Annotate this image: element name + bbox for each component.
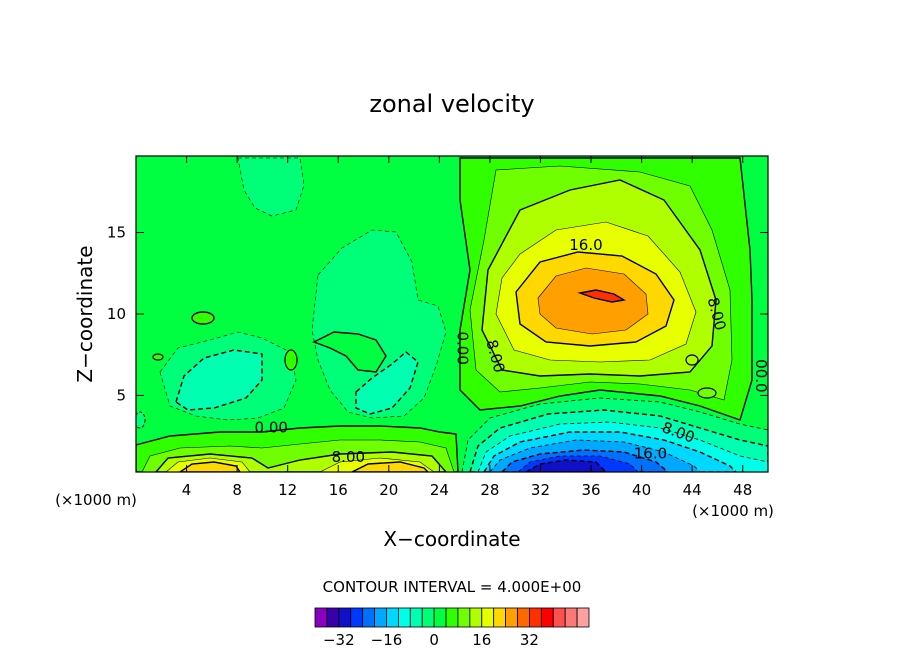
x-unit-label-left: (×1000 m) [55,491,137,509]
colorbar-swatch [374,607,387,628]
contour-blob-3 [284,349,298,371]
colorbar-swatch [362,607,375,628]
x-tick-label: 12 [278,481,297,499]
x-tick-label: 4 [182,481,192,499]
colorbar-swatch [517,607,530,628]
colorbar-swatch [457,607,471,628]
colorbar: −32 −16 0 16 32 [314,607,590,649]
y-axis: 5 10 15 [107,224,768,404]
colorbar-swatch [481,607,495,628]
x-tick-label: 24 [430,481,449,499]
region-surface-pos-5 [178,461,429,472]
contour-label: 0.00 [255,419,288,437]
colorbar-swatch [445,607,459,628]
x-tick-label: 40 [632,481,651,499]
region-neg-mid-core [355,351,419,415]
x-tick-label: 48 [733,481,752,499]
y-tick-label: 15 [107,224,126,242]
contour-label: 0.00 [454,332,472,365]
colorbar-swatch [397,607,411,628]
y-tick-label: 5 [116,386,126,404]
y-axis-label: Z−coordinate [73,245,97,382]
x-tick-label: 36 [581,481,600,499]
colorbar-swatch [421,607,435,628]
colorbar-swatch [576,607,590,628]
colorbar-swatch [529,607,542,628]
contour-label: 16.0 [569,236,602,254]
contour-blob-6 [136,411,146,429]
colorbar-tick-label: 0 [429,631,439,649]
region-jet-neg-core [524,459,607,472]
colorbar-swatch [314,607,328,628]
x-axis-label: X−coordinate [383,527,520,551]
y-tick-label: 10 [107,305,126,323]
colorbar-swatch [338,607,352,628]
contour-label: 00.0 [752,359,770,392]
contour-label: 8.00 [332,448,365,466]
region-jet-pos-6 [537,267,649,335]
colorbar-swatch [540,607,554,628]
contour-blob-4 [685,354,699,366]
colorbar-swatch [505,607,518,628]
colorbar-tick-label: 32 [520,631,539,649]
x-axis: 4 8 12 16 20 24 28 32 36 40 44 48 [182,156,752,499]
contour-blob-1 [191,311,215,325]
colorbar-swatch [493,607,507,628]
x-tick-label: 20 [379,481,398,499]
contour-interval-label: CONTOUR INTERVAL = 4.000E+00 [323,578,582,596]
x-tick-label: 44 [683,481,702,499]
x-tick-label: 16 [329,481,348,499]
region-small-loop [312,331,387,373]
chart-title: zonal velocity [369,90,534,118]
colorbar-swatch [564,607,578,628]
x-unit-label-right: (×1000 m) [692,502,774,520]
colorbar-tick-label: −32 [323,631,355,649]
x-tick-label: 8 [232,481,242,499]
contour-blob-5 [697,387,717,399]
colorbar-swatch [326,607,340,628]
contour-label: 16.0 [634,445,667,463]
colorbar-swatch [469,607,483,628]
colorbar-swatch [350,607,364,628]
region-neg-upper [237,157,305,217]
x-tick-label: 32 [531,481,550,499]
colorbar-tick-label: −16 [371,631,403,649]
region-neg-left-core [175,349,263,411]
colorbar-swatch [409,607,423,628]
x-tick-label: 28 [480,481,499,499]
colorbar-swatch [433,607,447,628]
colorbar-tick-label: 16 [472,631,491,649]
contour-blob-2 [152,353,164,361]
colorbar-swatch [552,607,566,628]
region-jet-pos-core [577,289,626,303]
colorbar-swatch [386,607,399,628]
